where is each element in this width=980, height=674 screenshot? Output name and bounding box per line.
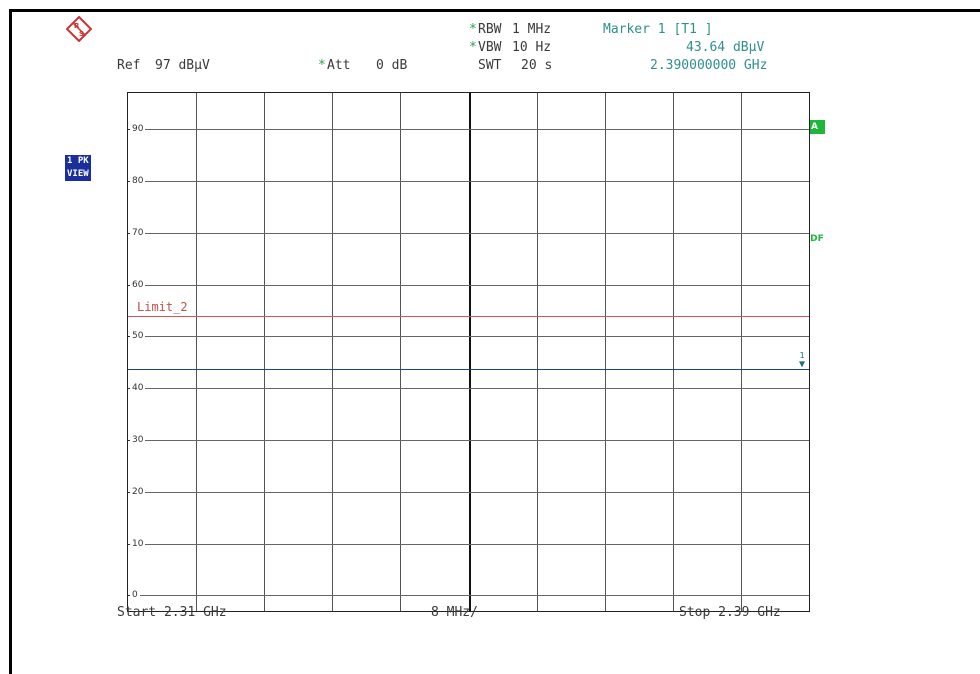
vertical-grid-line (196, 93, 197, 611)
svg-text:R: R (74, 22, 80, 30)
vertical-grid-line (400, 93, 401, 611)
rohde-schwarz-logo: R S (65, 15, 93, 43)
y-tick-label: 40 (130, 383, 146, 393)
marker-frequency-readout: 2.390000000 GHz (650, 58, 768, 73)
horizontal-grid-line (128, 233, 809, 234)
horizontal-grid-line (128, 492, 809, 493)
trace-line (128, 369, 809, 370)
y-tick-mark (128, 492, 131, 493)
y-tick-mark (128, 388, 131, 389)
vertical-grid-line (605, 93, 606, 611)
y-tick-label: 30 (130, 435, 146, 445)
y-tick-label: 90 (130, 124, 146, 134)
attenuation-value[interactable]: 0 dB (376, 58, 408, 73)
ref-level[interactable]: 97 dBµV (155, 58, 210, 73)
vbw-label: VBW (478, 40, 502, 55)
spectrum-plot[interactable]: 90 80 70 60 50 40 30 20 10 0 Limit_2 1 ▼ (127, 92, 810, 612)
y-tick-label: 80 (130, 176, 146, 186)
y-tick-label: 20 (130, 487, 146, 497)
vertical-grid-line (537, 93, 538, 611)
y-tick-mark (128, 285, 131, 286)
y-tick-mark (128, 129, 131, 130)
att-changed-indicator: * (318, 58, 326, 73)
analyzer-frame: R S Ref 97 dBµV * Att 0 dB * RBW 1 MHz *… (9, 9, 980, 674)
horizontal-grid-line (128, 285, 809, 286)
vertical-grid-line (469, 93, 471, 611)
horizontal-grid-line (128, 336, 809, 337)
y-tick-label: 50 (130, 331, 146, 341)
horizontal-grid-line (128, 440, 809, 441)
tdf-badge: TDF (804, 234, 824, 244)
rbw-changed-indicator: * (469, 22, 477, 37)
y-tick-mark (128, 336, 131, 337)
horizontal-grid-line (128, 129, 809, 130)
y-tick-label: 70 (130, 228, 146, 238)
y-tick-mark (128, 440, 131, 441)
att-label: Att (327, 58, 351, 73)
horizontal-grid-line (128, 388, 809, 389)
svg-text:S: S (79, 30, 84, 38)
vertical-grid-line (673, 93, 674, 611)
vertical-grid-line (332, 93, 333, 611)
limit-line (128, 316, 809, 317)
start-frequency[interactable]: Start 2.31 GHz (117, 605, 227, 620)
limit-line-label: Limit_2 (136, 300, 189, 314)
horizontal-grid-line (128, 181, 809, 182)
horizontal-grid-line (128, 544, 809, 545)
rbw-value[interactable]: 1 MHz (512, 22, 552, 37)
stop-frequency[interactable]: Stop 2.39 GHz (679, 605, 781, 620)
y-tick-label: 0 (130, 590, 140, 600)
marker-1-symbol[interactable]: 1 ▼ (799, 352, 805, 370)
trace-mode-detector[interactable]: 1 PK (65, 155, 91, 168)
y-tick-label: 10 (130, 539, 146, 549)
marker-level-readout: 43.64 dBµV (686, 40, 765, 55)
rbw-label: RBW (478, 22, 502, 37)
vbw-value[interactable]: 10 Hz (512, 40, 552, 55)
horizontal-grid-line (128, 595, 809, 596)
y-tick-mark (128, 544, 131, 545)
y-tick-mark (128, 233, 131, 234)
y-tick-mark (128, 595, 131, 596)
marker-down-arrow-icon: ▼ (799, 359, 806, 370)
vertical-grid-line (741, 93, 742, 611)
ref-label: Ref (117, 58, 141, 73)
sweep-time-value[interactable]: 20 s (521, 58, 553, 73)
marker-title: Marker 1 [T1 ] (603, 22, 713, 37)
marker-number: 1 (799, 351, 805, 360)
y-tick-label: 60 (130, 280, 146, 290)
y-tick-mark (128, 181, 131, 182)
trace-mode-view[interactable]: VIEW (65, 168, 91, 181)
swt-label: SWT (478, 58, 502, 73)
span-per-division: 8 MHz/ (431, 605, 478, 620)
vertical-grid-line (264, 93, 265, 611)
vbw-changed-indicator: * (469, 40, 477, 55)
